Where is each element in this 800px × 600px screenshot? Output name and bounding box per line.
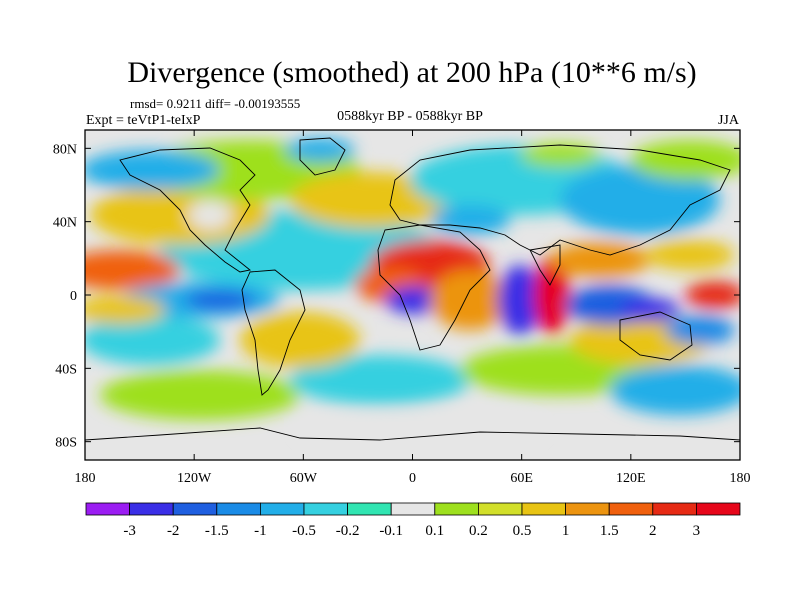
colorbar-swatch (347, 502, 392, 516)
season-label: JJA (718, 113, 740, 128)
y-tick-label: 80N (53, 142, 77, 157)
stats-text: rmsd= 0.9211 diff= -0.00193555 (130, 96, 300, 111)
colorbar-swatch (390, 502, 436, 516)
colorbar-label: -0.2 (336, 523, 360, 539)
colorbar-label: -2 (167, 523, 180, 539)
colorbar-swatch (216, 502, 261, 516)
y-tick-label: 40S (55, 362, 77, 377)
x-tick-label: 180 (730, 471, 751, 486)
colorbar-label: -1 (254, 523, 267, 539)
colorbar-label: -0.5 (292, 523, 316, 539)
y-tick-label: 80S (55, 436, 77, 451)
colorbar: -3 -2 -1.5 -1 -0.5 -0.2 -0.1 0.1 0.2 0.5 1 1.5 2 3 (85, 502, 741, 539)
colorbar-label: 2 (649, 523, 657, 539)
map-panel (85, 130, 740, 460)
colorbar-swatch (608, 502, 654, 516)
colorbar-label: 0.1 (425, 523, 444, 539)
colorbar-label: 0.5 (513, 523, 532, 539)
y-tick-label: 0 (70, 289, 77, 304)
y-axis: 80N 40N 0 40S 80S (53, 142, 740, 451)
colorbar-swatch (129, 502, 174, 516)
colorbar-label: -1.5 (205, 523, 229, 539)
x-tick-label: 0 (409, 471, 416, 486)
period-label: 0588kyr BP - 0588kyr BP (337, 109, 483, 124)
colorbar-label: 0.2 (469, 523, 488, 539)
colorbar-swatch (172, 502, 218, 516)
x-tick-label: 60W (290, 471, 318, 486)
experiment-label: Expt = teVtP1-teIxP (86, 113, 201, 128)
colorbar-swatch (85, 502, 130, 516)
colorbar-label: 1 (562, 523, 570, 539)
x-tick-label: 120E (616, 471, 646, 486)
colorbar-swatch (259, 502, 305, 516)
x-tick-label: 180 (75, 471, 96, 486)
colorbar-label: 3 (693, 523, 701, 539)
colorbar-swatch (434, 502, 479, 516)
chart-title: Divergence (smoothed) at 200 hPa (10**6 … (127, 56, 696, 89)
colorbar-label: 1.5 (600, 523, 619, 539)
colorbar-swatch (477, 502, 523, 516)
x-tick-label: 60E (510, 471, 533, 486)
colorbar-swatch (652, 502, 697, 516)
x-tick-label: 120W (177, 471, 212, 486)
coastlines (85, 137, 740, 441)
colorbar-label: -3 (123, 523, 136, 539)
colorbar-swatch (565, 502, 610, 516)
colorbar-swatch (303, 502, 348, 516)
field-patches (85, 138, 740, 445)
colorbar-label: -0.1 (379, 523, 403, 539)
colorbar-swatch (696, 502, 741, 516)
x-axis: 180 120W 60W 0 60E 120E 180 (75, 130, 751, 486)
y-tick-label: 40N (53, 216, 77, 231)
colorbar-swatch (521, 502, 566, 516)
